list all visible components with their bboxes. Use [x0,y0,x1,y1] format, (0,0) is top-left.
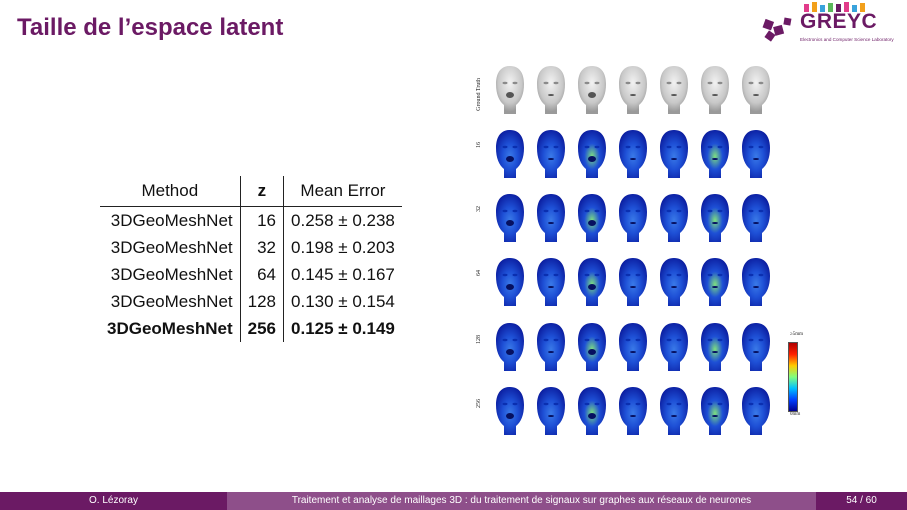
error-heatmap-face [492,128,528,182]
error-heatmap-face [656,385,692,439]
cell-method: 3DGeoMeshNet [100,234,241,261]
footer-talk-title: Traitement et analyse de maillages 3D : … [227,492,816,510]
error-heatmap-face [574,128,610,182]
figure-row-label: 256 [476,399,482,408]
figure-row-label: 64 [476,270,482,276]
figure-row-label: 32 [476,206,482,212]
table-row: 3DGeoMeshNet 32 0.198 ± 0.203 [100,234,402,261]
error-heatmap-face [738,128,774,182]
error-heatmap-face [533,256,569,310]
cell-z: 128 [240,288,285,315]
ground-truth-face [492,64,528,118]
cell-z: 16 [240,206,285,234]
colorbar-max-label: ≥5mm [790,332,804,337]
cell-method: 3DGeoMeshNet [100,261,241,288]
error-heatmap-face [492,192,528,246]
error-heatmap-face [533,128,569,182]
ground-truth-face [533,64,569,118]
table-row: 3DGeoMeshNet 128 0.130 ± 0.154 [100,288,402,315]
ground-truth-face [738,64,774,118]
slide-title: Taille de l’espace latent [17,14,284,41]
error-heatmap-face [697,321,733,375]
error-heatmap-face [574,192,610,246]
error-heatmap-face [615,128,651,182]
greyc-logo-word: GREYC [800,10,878,33]
ground-truth-face [697,64,733,118]
error-heatmap-face [656,128,692,182]
footer-page-number: 54 / 60 [816,492,907,510]
greyc-logo-tagline: Electronics and Computer Science Laborat… [800,37,894,42]
ground-truth-face [656,64,692,118]
cell-error: 0.198 ± 0.203 [291,237,395,257]
error-heatmap-face [615,192,651,246]
header-method: Method [100,176,241,207]
footer-author: O. Lézoray [0,492,227,510]
cell-z: 32 [240,234,285,261]
face-reconstruction-figure: ≥5mm 0mm Ground Truth 16 32 64 128 256 [476,64,806,456]
error-heatmap-face [492,321,528,375]
error-heatmap-face [574,321,610,375]
error-heatmap-face [656,192,692,246]
footer: O. Lézoray Traitement et analyse de mail… [0,492,907,510]
table-header-row: Method z Mean Error [100,176,402,207]
error-heatmap-face [615,256,651,310]
error-heatmap-face [697,128,733,182]
table-row: 3DGeoMeshNet 64 0.145 ± 0.167 [100,261,402,288]
ground-truth-face [615,64,651,118]
greyc-logo-bars [804,2,865,12]
error-heatmap-face [615,321,651,375]
error-colorbar [788,342,798,412]
error-heatmap-face [492,256,528,310]
greyc-logo: GREYC Electronics and Computer Science L… [762,2,894,48]
error-heatmap-face [697,192,733,246]
cell-z: 64 [240,261,285,288]
cell-method: 3DGeoMeshNet [100,206,241,234]
figure-row-label: 16 [476,142,482,148]
greyc-logo-mark [762,17,792,42]
error-heatmap-face [738,321,774,375]
error-heatmap-face [656,256,692,310]
ground-truth-face [574,64,610,118]
error-heatmap-face [738,385,774,439]
error-heatmap-face [656,321,692,375]
error-heatmap-face [492,385,528,439]
cell-error: 0.258 ± 0.238 [291,210,395,230]
results-table: Method z Mean Error 3DGeoMeshNet 16 0.25… [100,176,402,342]
error-heatmap-face [697,256,733,310]
error-heatmap-face [697,385,733,439]
error-heatmap-face [738,192,774,246]
cell-error: 0.145 ± 0.167 [291,264,395,284]
error-heatmap-face [574,256,610,310]
cell-method: 3DGeoMeshNet [100,315,241,342]
cell-error: 0.125 ± 0.149 [291,318,395,338]
cell-z: 256 [240,315,285,342]
error-heatmap-face [615,385,651,439]
table-row-best: 3DGeoMeshNet 256 0.125 ± 0.149 [100,315,402,342]
header-z: z [240,176,285,207]
cell-error: 0.130 ± 0.154 [291,291,395,311]
error-heatmap-face [533,192,569,246]
error-heatmap-face [533,385,569,439]
error-heatmap-face [533,321,569,375]
error-heatmap-face [574,385,610,439]
header-mean-error: Mean Error [283,176,402,207]
figure-row-label: Ground Truth [476,78,482,111]
error-heatmap-face [738,256,774,310]
figure-row-label: 128 [476,335,482,344]
colorbar-min-label: 0mm [790,412,801,417]
table-row: 3DGeoMeshNet 16 0.258 ± 0.238 [100,206,402,234]
cell-method: 3DGeoMeshNet [100,288,241,315]
